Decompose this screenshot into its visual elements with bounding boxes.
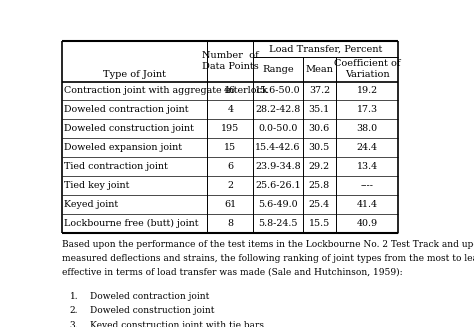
- Text: 2.: 2.: [70, 306, 78, 315]
- Text: 37.2: 37.2: [309, 86, 330, 95]
- Text: 6: 6: [227, 162, 233, 171]
- Text: Mean: Mean: [305, 65, 333, 74]
- Text: 35.1: 35.1: [309, 105, 330, 114]
- Text: 25.6-26.1: 25.6-26.1: [255, 181, 301, 190]
- Text: 19.2: 19.2: [356, 86, 378, 95]
- Text: 3.: 3.: [70, 321, 78, 327]
- Text: 30.6: 30.6: [309, 124, 330, 133]
- Text: 4: 4: [227, 105, 233, 114]
- Text: effective in terms of load transfer was made (Sale and Hutchinson, 1959):: effective in terms of load transfer was …: [62, 268, 403, 277]
- Text: 15.4-42.6: 15.4-42.6: [255, 143, 301, 152]
- Text: 40.9: 40.9: [356, 219, 378, 228]
- Text: Based upon the performance of the test items in the Lockbourne No. 2 Test Track : Based upon the performance of the test i…: [62, 240, 474, 249]
- Text: Load Transfer, Percent: Load Transfer, Percent: [269, 44, 383, 54]
- Text: 24.4: 24.4: [356, 143, 378, 152]
- Text: Tied key joint: Tied key joint: [64, 181, 130, 190]
- Text: Coefficient of
Variation: Coefficient of Variation: [334, 59, 401, 79]
- Text: Doweled construction joint: Doweled construction joint: [90, 306, 214, 315]
- Text: 5.8-24.5: 5.8-24.5: [258, 219, 298, 228]
- Text: Doweled construction joint: Doweled construction joint: [64, 124, 194, 133]
- Text: 23.9-34.8: 23.9-34.8: [255, 162, 301, 171]
- Text: 29.2: 29.2: [309, 162, 330, 171]
- Text: Tied contraction joint: Tied contraction joint: [64, 162, 168, 171]
- Text: 1.: 1.: [70, 292, 78, 301]
- Text: Range: Range: [262, 65, 294, 74]
- Text: Doweled contraction joint: Doweled contraction joint: [90, 292, 209, 301]
- Text: measured deflections and strains, the following ranking of joint types from the : measured deflections and strains, the fo…: [62, 254, 474, 263]
- Text: Doweled contraction joint: Doweled contraction joint: [64, 105, 189, 114]
- Text: 17.3: 17.3: [356, 105, 378, 114]
- Text: 25.8: 25.8: [309, 181, 330, 190]
- Text: 8: 8: [227, 219, 233, 228]
- Text: Contraction joint with aggregate interlock: Contraction joint with aggregate interlo…: [64, 86, 268, 95]
- Text: 15.6-50.0: 15.6-50.0: [255, 86, 301, 95]
- Text: 15: 15: [224, 143, 237, 152]
- Text: Keyed construction joint with tie bars: Keyed construction joint with tie bars: [90, 321, 264, 327]
- Text: 61: 61: [224, 200, 237, 209]
- Text: 30.5: 30.5: [309, 143, 330, 152]
- Text: Type of Joint: Type of Joint: [103, 70, 166, 78]
- Text: ----: ----: [361, 181, 374, 190]
- Text: 0.0-50.0: 0.0-50.0: [258, 124, 298, 133]
- Text: Number  of
Data Points: Number of Data Points: [202, 51, 259, 71]
- Text: 195: 195: [221, 124, 239, 133]
- Text: 13.4: 13.4: [356, 162, 378, 171]
- Text: 25.4: 25.4: [309, 200, 330, 209]
- Text: 2: 2: [227, 181, 233, 190]
- Text: Lockbourne free (butt) joint: Lockbourne free (butt) joint: [64, 219, 199, 228]
- Text: 38.0: 38.0: [356, 124, 378, 133]
- Text: 15.5: 15.5: [309, 219, 330, 228]
- Text: Keyed joint: Keyed joint: [64, 200, 118, 209]
- Text: 5.6-49.0: 5.6-49.0: [258, 200, 298, 209]
- Text: 28.2-42.8: 28.2-42.8: [255, 105, 301, 114]
- Text: 46: 46: [224, 86, 237, 95]
- Text: Doweled expansion joint: Doweled expansion joint: [64, 143, 182, 152]
- Text: 41.4: 41.4: [356, 200, 378, 209]
